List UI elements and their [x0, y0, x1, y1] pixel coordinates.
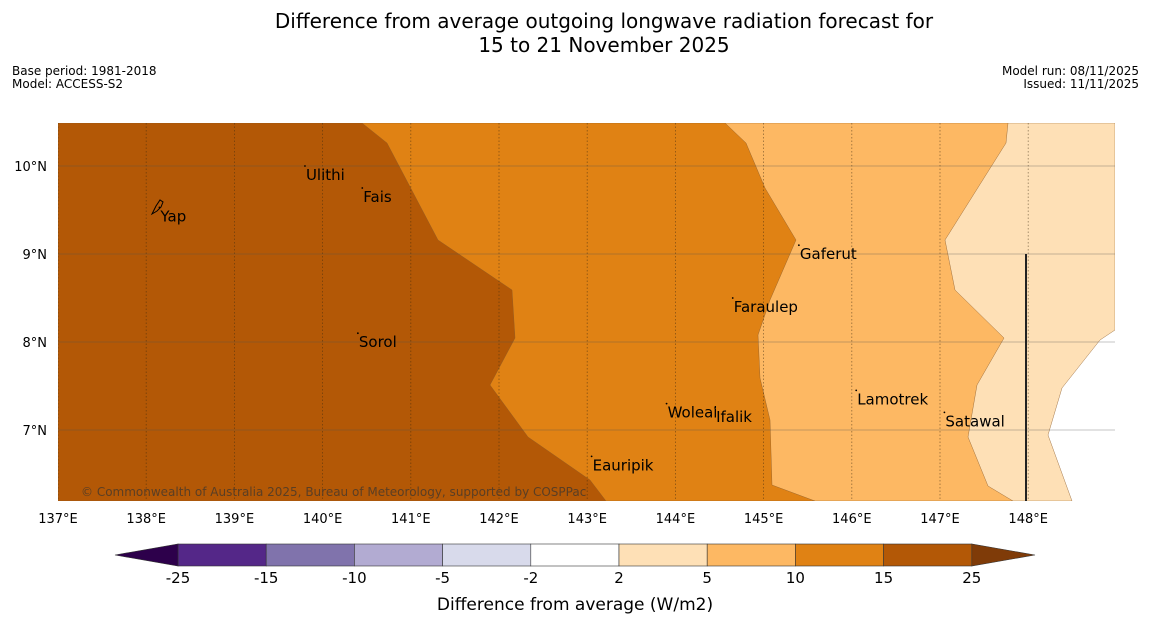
lon-tick-label: 148°E: [1008, 512, 1048, 527]
colorbar-swatch: [795, 543, 884, 567]
gridlines: [58, 123, 1115, 501]
place-label-satawal: Satawal: [945, 412, 1004, 430]
lon-tick-label: 137°E: [38, 512, 78, 527]
lat-tick-label: 10°N: [14, 160, 47, 175]
place-label-sorol: Sorol: [359, 333, 397, 351]
model-run: Model run: 08/11/2025: [1001, 64, 1139, 78]
colorbar-swatch: [618, 543, 708, 567]
map-area: © Commonwealth of Australia 2025, Bureau…: [58, 123, 1115, 501]
colorbar-under-arrow: [114, 543, 179, 567]
colorbar-tick-label: 10: [786, 569, 805, 587]
lon-tick-label: 146°E: [832, 512, 872, 527]
island-marker: [304, 165, 306, 167]
lon-tick-label: 144°E: [656, 512, 696, 527]
title-line-2: 15 to 21 November 2025: [478, 33, 730, 57]
island-marker: [797, 244, 800, 247]
colorbar-swatch: [706, 543, 796, 567]
place-label-gaferut: Gaferut: [800, 245, 857, 263]
base-period: Base period: 1981-2018: [12, 64, 157, 78]
lon-tick-label: 143°E: [567, 512, 607, 527]
colorbar-swatch: [883, 543, 973, 567]
colorbar-over-arrow: [971, 543, 1036, 567]
place-label-lamotrek: Lamotrek: [857, 390, 928, 408]
map-title: Difference from average outgoing longwav…: [0, 9, 1150, 57]
island-marker: [665, 402, 668, 405]
model-name: Model: ACCESS-S2: [12, 77, 124, 91]
place-label-eauripik: Eauripik: [593, 456, 654, 474]
colorbar-swatch: [354, 543, 443, 567]
place-label-woleai: Woleai: [668, 404, 718, 422]
place-label-fais: Fais: [363, 188, 392, 206]
lon-tick-label: 138°E: [126, 512, 166, 527]
colorbar-title: Difference from average (W/m2): [437, 595, 713, 615]
meta-right: Model run: 08/11/2025 Issued: 11/11/2025: [1002, 65, 1139, 91]
lon-tick-label: 139°E: [215, 512, 255, 527]
island-marker: [731, 297, 734, 299]
colorbar-tick-label: 25: [962, 569, 981, 587]
place-label-ulithi: Ulithi: [306, 166, 345, 184]
island-marker: [356, 332, 359, 335]
place-label-faraulep: Faraulep: [734, 298, 798, 316]
lon-tick-label: 140°E: [303, 512, 343, 527]
yap-island-shape: [150, 199, 164, 216]
lon-tick-label: 141°E: [391, 512, 431, 527]
colorbar-tick-label: -15: [254, 569, 279, 587]
colorbar-tick-label: -10: [342, 569, 367, 587]
colorbar-swatch: [177, 543, 267, 567]
colorbar-tick-label: -2: [523, 569, 538, 587]
colorbar-swatch: [265, 543, 355, 567]
region-2-to-5: [939, 123, 1115, 501]
lat-tick-label: 7°N: [23, 424, 48, 439]
region-15-to-25: [58, 123, 607, 501]
places-layer: Ulithi Fais Yap Gaferut Faraulep Sorol Lamotre…: [150, 165, 1005, 474]
island-marker: [855, 389, 858, 392]
lon-tick-label: 142°E: [479, 512, 519, 527]
island-marker: [590, 455, 593, 458]
colorbar: -25 -15 -10 -5 -2 2 5 10 15 25: [114, 543, 1036, 587]
title-line-1: Difference from average outgoing longwav…: [274, 9, 934, 33]
island-marker: [714, 407, 716, 409]
copyright-text: © Commonwealth of Australia 2025, Bureau…: [81, 485, 586, 499]
colorbar-tick-label: 15: [874, 569, 893, 587]
colorbar-tick-label: 2: [614, 569, 624, 587]
lat-tick-label: 9°N: [23, 248, 48, 263]
colorbar-tick-label: -5: [435, 569, 450, 587]
colorbar-tick-label: -25: [166, 569, 191, 587]
place-label-ifalik: Ifalik: [716, 408, 752, 426]
meta-left: Base period: 1981-2018 Model: ACCESS-S2: [12, 65, 157, 91]
axis-ticks: 137°E 138°E 139°E 140°E 141°E 142°E 143°E 144°E…: [14, 160, 1048, 527]
colorbar-swatch: [442, 543, 532, 567]
colorbar-tick-label: 5: [702, 569, 712, 587]
lon-tick-label: 145°E: [744, 512, 784, 527]
lat-tick-label: 8°N: [23, 336, 48, 351]
issued-date: Issued: 11/11/2025: [1023, 77, 1139, 91]
lon-tick-label: 147°E: [920, 512, 960, 527]
island-marker: [943, 411, 946, 414]
place-label-yap: Yap: [159, 207, 186, 225]
island-marker: [361, 187, 364, 189]
colorbar-swatch: [530, 543, 620, 567]
